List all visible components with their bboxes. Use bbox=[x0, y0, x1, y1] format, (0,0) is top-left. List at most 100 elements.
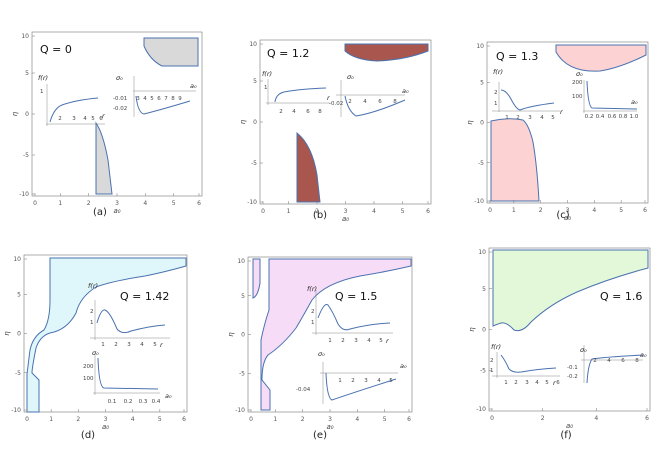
panel-c-inset-f-ytick: 2 bbox=[494, 90, 498, 96]
panel-a-ytick-label: 10 bbox=[21, 33, 29, 40]
panel-e-inset-f-r-label: r bbox=[386, 337, 390, 345]
panel-d-inset-f-r-label: r bbox=[160, 341, 164, 349]
panel-e-region-main bbox=[260, 258, 412, 411]
panel-f-inset-sigma-label: σ₀ bbox=[580, 346, 587, 354]
panel-d-ytick-label: -5 bbox=[15, 370, 21, 377]
panel-b bbox=[259, 39, 432, 205]
panel-c-inset-sigma-ytick: 200 bbox=[572, 80, 583, 86]
panel-c-inset-sigma-xtick: 0.8 bbox=[619, 114, 628, 120]
panel-d-xtick-label: 0 bbox=[25, 416, 29, 423]
panel-e-ytick-label: 5 bbox=[241, 293, 245, 300]
panel-e-ytick-label: 10 bbox=[237, 258, 245, 265]
panel-e-inset-sigma-xtick: 1 bbox=[338, 378, 342, 384]
panel-e-xtick-label: 2 bbox=[301, 416, 305, 423]
panel-a-inset-sigma-xtick: 8 bbox=[171, 96, 175, 102]
panel-f-ytick-label: 10 bbox=[478, 249, 486, 256]
panel-d-inset-f-ytick: 1 bbox=[90, 320, 94, 326]
panel-e-inset-f-xtick: 5 bbox=[379, 338, 383, 344]
panel-d-y-axis-label: η bbox=[3, 331, 11, 336]
panel-b-inset-sigma-xtick: 2 bbox=[348, 99, 352, 105]
panel-f-x-axis-label: a₀ bbox=[566, 422, 573, 430]
panel-f-xtick-label: 4 bbox=[594, 415, 598, 422]
panel-e-inset-f-ytick: 1 bbox=[311, 320, 315, 326]
panel-d-xtick-label: 2 bbox=[76, 416, 80, 423]
panel-e-inset-sigma-xtick: 3 bbox=[364, 378, 368, 384]
panel-d bbox=[23, 254, 188, 413]
panel-d-inset-f-xtick: 3 bbox=[127, 342, 131, 348]
panel-a-xtick-label: 3 bbox=[115, 200, 119, 207]
panel-f-inset-f-r-label: r bbox=[553, 379, 557, 387]
panel-f-inset-f-ytick: 2 bbox=[490, 358, 494, 364]
panel-f-sub-label: (f) bbox=[560, 430, 571, 441]
panel-a-region-bottom bbox=[95, 121, 113, 195]
panel-a-inset-f-xtick: 5 bbox=[91, 116, 95, 122]
panel-c-xtick-label: 5 bbox=[619, 207, 623, 214]
panel-b-q-label: Q = 1.2 bbox=[267, 47, 309, 60]
panel-c-region-top bbox=[555, 44, 647, 72]
panel-a-inset-f-xtick: 2 bbox=[58, 116, 62, 122]
panel-e-inset-sigma-label: σ₀ bbox=[318, 350, 325, 358]
panel-a-inset-sigma-ytick: -0.01 bbox=[113, 96, 127, 102]
panel-f-inset-f-xtick: 6 bbox=[556, 380, 560, 386]
panel-c-inset-sigma-xtick: 0.6 bbox=[608, 114, 617, 120]
panel-a-inset-f-r-label: r bbox=[102, 112, 106, 120]
panel-c-q-label: Q = 1.3 bbox=[496, 50, 538, 63]
panel-e-xtick-label: 5 bbox=[383, 416, 387, 423]
panel-c-inset-f-r-label: r bbox=[560, 108, 564, 116]
panel-f-inset-f-xtick: 2 bbox=[514, 380, 518, 386]
panel-a-inset-sigma-xtick: 4 bbox=[143, 96, 147, 102]
panel-b-inset-f-ytick: 1 bbox=[264, 85, 268, 91]
panel-f-inset-sigma-ytick: -0.1 bbox=[567, 365, 578, 371]
panel-d-ytick-label: 0 bbox=[17, 331, 21, 338]
panel-e-ytick-label: -5 bbox=[239, 370, 245, 377]
panel-a-inset-f bbox=[46, 84, 105, 126]
panel-a-y-axis-label: η bbox=[11, 111, 19, 116]
panel-e-x-axis-label: a₀ bbox=[326, 423, 333, 431]
panel-b-inset-sigma-xtick: 6 bbox=[378, 99, 382, 105]
panel-b-xtick-label: 0 bbox=[261, 208, 265, 215]
panel-c-sub-label: (c) bbox=[556, 210, 569, 221]
panel-b-inset-f-label: f(r) bbox=[262, 70, 272, 78]
panel-d-inset-sigma-xtick: 0.2 bbox=[124, 399, 133, 405]
panel-c-xtick-label: 4 bbox=[592, 207, 596, 214]
panel-d-inset-f-label: f(r) bbox=[88, 282, 98, 290]
panel-e-ytick-label: 0 bbox=[241, 332, 245, 339]
panel-d-xtick-label: 6 bbox=[182, 416, 186, 423]
panel-a-ytick-label: -5 bbox=[23, 152, 29, 159]
panel-b-xtick-label: 6 bbox=[426, 208, 430, 215]
panel-c-inset-sigma-ytick: 100 bbox=[572, 94, 583, 100]
panel-c-inset-sigma bbox=[583, 80, 638, 113]
panel-a-xtick-label: 2 bbox=[87, 200, 91, 207]
panel-e-inset-sigma-xtick: 2 bbox=[351, 378, 355, 384]
panel-d-xtick-label: 3 bbox=[104, 416, 108, 423]
panel-c-ytick-label: -10 bbox=[474, 198, 484, 205]
panel-e-xtick-label: 4 bbox=[355, 416, 359, 423]
panel-a-xtick-label: 5 bbox=[172, 200, 176, 207]
panel-a-xtick-label: 6 bbox=[197, 200, 201, 207]
panel-c-x-axis-label: a₀ bbox=[564, 214, 571, 222]
panel-a-q-label: Q = 0 bbox=[40, 43, 72, 56]
panel-f-xtick-label: 2 bbox=[541, 415, 545, 422]
panel-c bbox=[486, 41, 649, 204]
panel-d-inset-f-ytick: 2 bbox=[90, 309, 94, 315]
panel-b-ytick-label: -10 bbox=[247, 199, 257, 206]
panel-b-x-axis-label: a₀ bbox=[342, 215, 349, 223]
panel-f-inset-f-xtick: 3 bbox=[525, 380, 529, 386]
panel-d-x-axis-label: a₀ bbox=[102, 423, 109, 431]
panel-e-inset-f-label: f(r) bbox=[307, 285, 317, 293]
panel-d-inset-sigma-ytick: 100 bbox=[83, 376, 94, 382]
panel-f-inset-f bbox=[492, 352, 560, 378]
panel-b-y-axis-label: η bbox=[239, 119, 247, 124]
panel-f-inset-sigma-xtick: 4 bbox=[607, 358, 611, 364]
panel-f-xtick-label: 0 bbox=[490, 415, 494, 422]
panel-b-ytick-label: 0 bbox=[253, 119, 257, 126]
panel-a-ytick-label: 0 bbox=[25, 111, 29, 118]
panel-e-sub-label: (e) bbox=[313, 430, 327, 441]
panel-f-ytick-label: -10 bbox=[476, 406, 486, 413]
panel-d-ytick-label: -10 bbox=[11, 407, 21, 414]
panel-d-inset-sigma-xtick: 0.3 bbox=[139, 399, 148, 405]
panel-b-xtick-label: 3 bbox=[344, 208, 348, 215]
panel-a-inset-sigma-xtick: 3 bbox=[136, 96, 140, 102]
